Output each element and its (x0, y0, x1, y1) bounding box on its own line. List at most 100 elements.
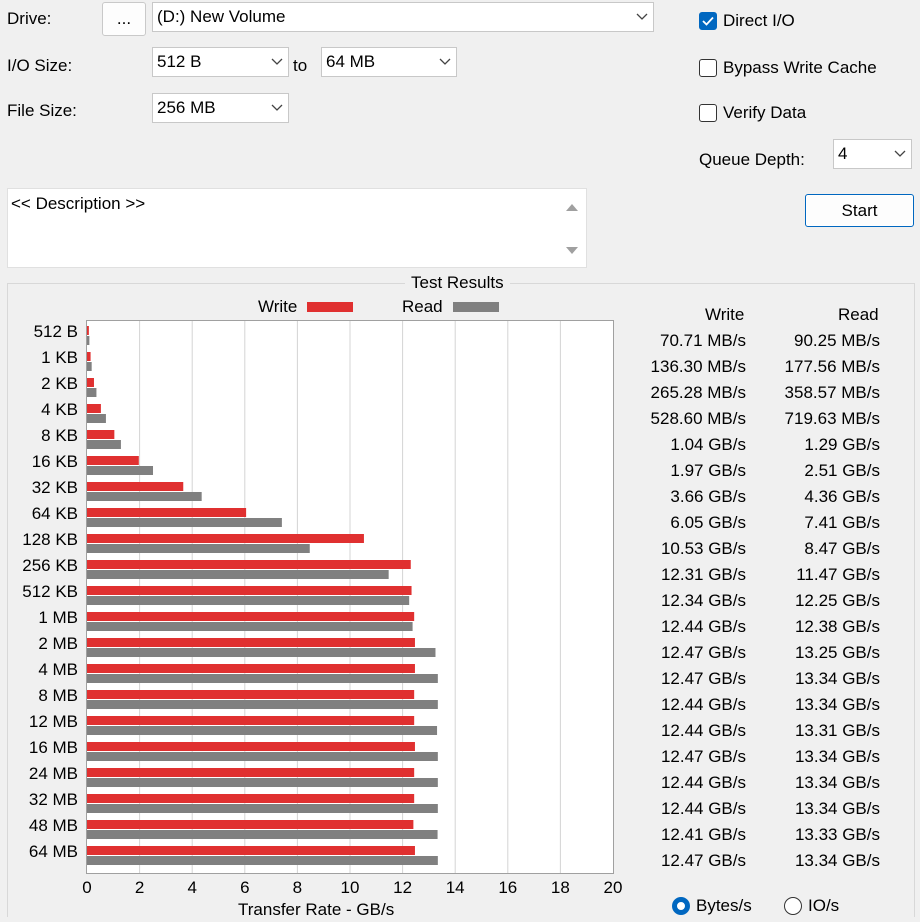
chart-plot-area (86, 320, 614, 874)
bar-write (87, 612, 415, 621)
y-category-label: 32 KB (31, 478, 78, 497)
write-value: 12.44 GB/s (660, 799, 746, 818)
description-scrollbar[interactable] (558, 189, 586, 267)
write-value: 12.44 GB/s (660, 695, 746, 714)
bar-write (87, 794, 415, 803)
io-per-sec-radio[interactable]: IO/s (784, 896, 839, 916)
io-size-label: I/O Size: (7, 56, 73, 75)
bytes-per-sec-label: Bytes/s (696, 896, 752, 915)
write-value: 12.44 GB/s (660, 773, 746, 792)
y-category-label: 2 MB (38, 634, 78, 653)
bar-write (87, 430, 115, 439)
file-size-value: 256 MB (157, 98, 216, 117)
scroll-arrows-icon (566, 204, 578, 254)
read-value: 12.25 GB/s (794, 591, 880, 610)
x-tick-label: 14 (445, 878, 465, 897)
bar-read (87, 570, 389, 579)
read-value: 8.47 GB/s (804, 539, 880, 558)
read-value: 13.34 GB/s (794, 669, 880, 688)
x-tick-label: 12 (393, 878, 413, 897)
read-value: 177.56 MB/s (784, 357, 880, 376)
y-category-label: 1 MB (38, 608, 78, 627)
bar-read (87, 726, 438, 735)
bar-write (87, 352, 91, 361)
x-tick-label: 8 (292, 878, 303, 897)
write-value: 12.47 GB/s (660, 669, 746, 688)
description-textarea[interactable]: << Description >> (7, 188, 587, 268)
bar-read (87, 362, 92, 371)
verify-data-checkbox[interactable]: Verify Data (699, 103, 806, 123)
bar-write (87, 586, 412, 595)
write-value: 1.97 GB/s (670, 461, 746, 480)
browse-button[interactable]: ... (102, 2, 146, 36)
queue-depth-select[interactable]: 4 (833, 139, 912, 169)
bar-read (87, 648, 436, 657)
bar-read (87, 388, 97, 397)
bar-write (87, 846, 415, 855)
write-value: 12.31 GB/s (660, 565, 746, 584)
read-value: 13.31 GB/s (794, 721, 880, 740)
radio-selected-icon (672, 897, 690, 915)
io-size-from-select[interactable]: 512 B (152, 47, 289, 77)
legend-write-swatch (307, 302, 354, 312)
legend-write-label: Write (258, 297, 298, 316)
x-tick-label: 20 (603, 878, 623, 897)
queue-depth-value: 4 (838, 144, 848, 163)
drive-select-value: (D:) New Volume (157, 7, 286, 26)
y-category-label: 24 MB (28, 764, 78, 783)
io-size-to-select[interactable]: 64 MB (321, 47, 457, 77)
y-category-label: 16 KB (31, 452, 78, 471)
y-category-label: 8 KB (41, 426, 78, 445)
bar-read (87, 622, 413, 631)
y-category-label: 512 KB (22, 582, 78, 601)
to-label: to (293, 56, 308, 75)
bar-read (87, 830, 438, 839)
bar-write (87, 742, 415, 751)
drive-select[interactable]: (D:) New Volume (152, 2, 654, 32)
checkbox-unchecked-icon (699, 59, 717, 77)
write-value: 12.41 GB/s (660, 825, 746, 844)
bar-write (87, 326, 89, 335)
queue-depth-label: Queue Depth: (699, 150, 805, 169)
bar-read (87, 518, 282, 527)
chevron-down-icon (266, 94, 288, 122)
bypass-write-cache-label: Bypass Write Cache (723, 58, 877, 77)
bar-write (87, 404, 101, 413)
read-value: 1.29 GB/s (804, 435, 880, 454)
chart-svg (87, 321, 561, 873)
x-tick-label: 4 (187, 878, 197, 897)
read-value: 2.51 GB/s (804, 461, 880, 480)
checkbox-unchecked-icon (699, 104, 717, 122)
start-button[interactable]: Start (805, 194, 914, 227)
drive-label: Drive: (7, 9, 52, 28)
bar-read (87, 778, 438, 787)
direct-io-checkbox[interactable]: Direct I/O (699, 11, 795, 31)
x-tick-label: 2 (134, 878, 145, 897)
legend-write: Write (258, 297, 354, 317)
radio-unselected-icon (784, 897, 802, 915)
y-category-label: 4 MB (38, 660, 78, 679)
bar-write (87, 638, 415, 647)
read-value: 11.47 GB/s (796, 565, 880, 584)
file-size-select[interactable]: 256 MB (152, 93, 289, 123)
bytes-per-sec-radio[interactable]: Bytes/s (672, 896, 752, 916)
bypass-write-cache-checkbox[interactable]: Bypass Write Cache (699, 58, 877, 78)
write-value: 3.66 GB/s (670, 487, 746, 506)
bar-read (87, 440, 121, 449)
x-tick-label: 0 (82, 878, 92, 897)
bar-read (87, 336, 90, 345)
write-value: 12.44 GB/s (660, 721, 746, 740)
read-value: 90.25 MB/s (794, 331, 880, 350)
legend-read-swatch (452, 302, 499, 312)
bar-write (87, 690, 415, 699)
file-size-label: File Size: (7, 101, 77, 120)
write-value: 6.05 GB/s (670, 513, 746, 532)
bar-read (87, 804, 438, 813)
bar-write (87, 820, 414, 829)
read-value: 4.36 GB/s (804, 487, 880, 506)
io-per-sec-label: IO/s (808, 896, 840, 915)
read-value: 13.33 GB/s (794, 825, 880, 844)
bar-read (87, 414, 106, 423)
description-text: << Description >> (11, 194, 146, 213)
y-category-label: 128 KB (22, 530, 78, 549)
